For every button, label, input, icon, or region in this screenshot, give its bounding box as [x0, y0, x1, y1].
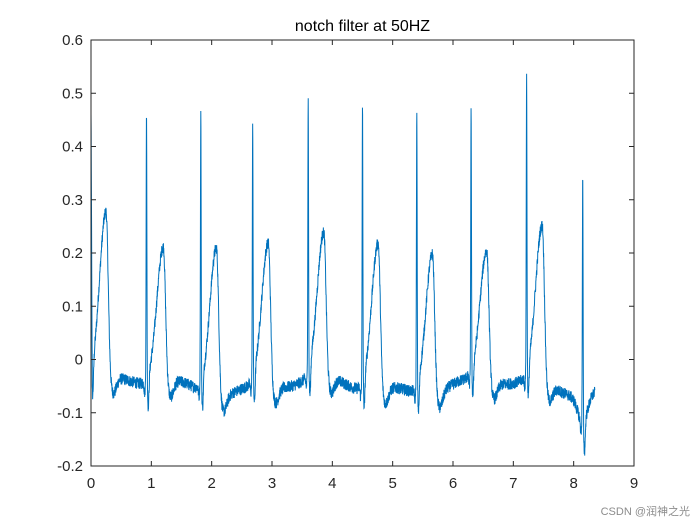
y-tick-label: 0.5: [62, 85, 83, 102]
y-tick-label: 0.1: [62, 298, 83, 315]
x-tick-label: 4: [328, 475, 336, 492]
x-tick-label: 2: [207, 475, 215, 492]
x-tick-label: 8: [569, 475, 577, 492]
x-tick-label: 6: [449, 475, 457, 492]
y-tick-label: -0.1: [57, 405, 83, 422]
x-tick-label: 7: [509, 475, 517, 492]
chart-title: notch filter at 50HZ: [295, 18, 430, 35]
y-axis-ticks: -0.2 -0.1 0 0.1 0.2 0.3 0.4 0.5 0.6: [57, 32, 634, 475]
x-tick-label: 3: [268, 475, 276, 492]
x-tick-label: 9: [630, 475, 638, 492]
y-tick-label: 0.3: [62, 192, 83, 209]
x-tick-label: 1: [147, 475, 155, 492]
y-tick-label: -0.2: [57, 458, 83, 475]
watermark: CSDN @润神之光: [600, 506, 690, 518]
series-line-ecg: [90, 73, 596, 456]
y-tick-label: 0.4: [62, 139, 83, 156]
y-tick-label: 0: [75, 352, 83, 369]
series-layer: [90, 73, 596, 456]
x-tick-label: 5: [388, 475, 396, 492]
y-tick-label: 0.6: [62, 32, 83, 49]
y-tick-label: 0.2: [62, 245, 83, 262]
x-axis-ticks: 0 1 2 3 4 5 6 7 8 9: [87, 40, 638, 492]
x-tick-label: 0: [87, 475, 95, 492]
